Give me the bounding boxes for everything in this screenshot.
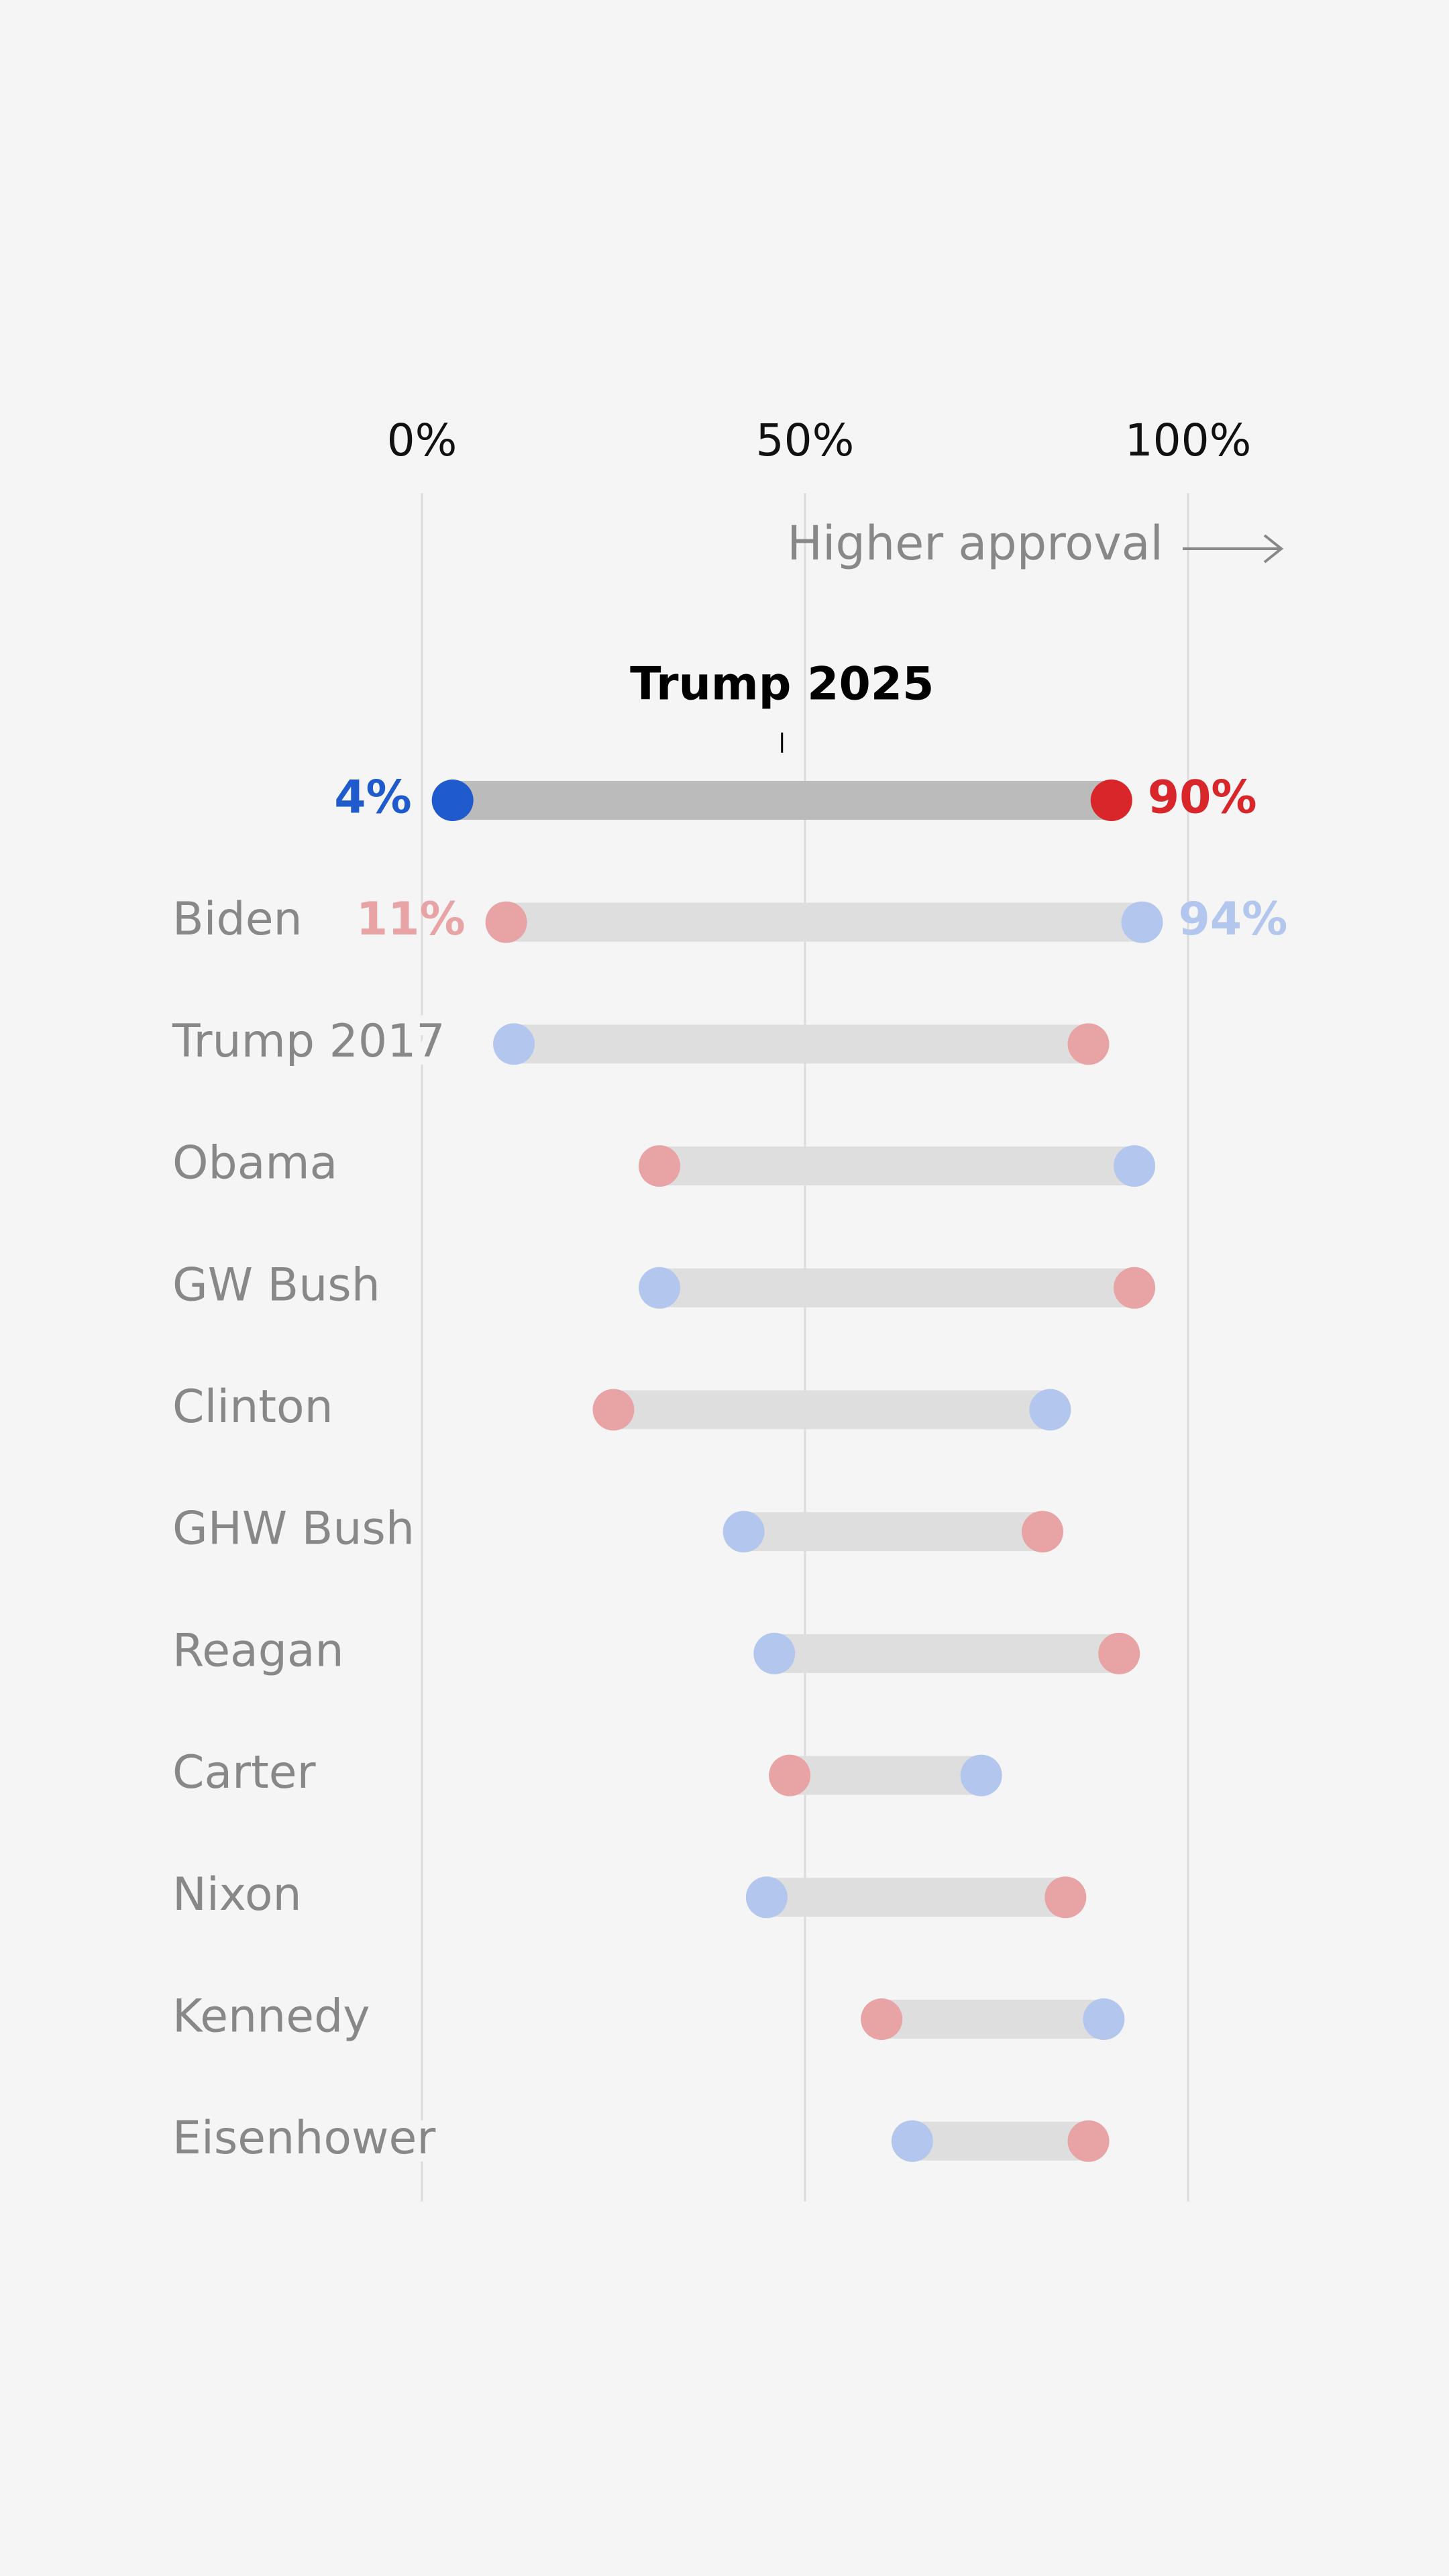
value-label: 4%	[334, 771, 411, 824]
value-label: 94%	[1178, 893, 1287, 946]
range-bar	[881, 2000, 1104, 2039]
dot	[1067, 2120, 1110, 2162]
dot	[1067, 1023, 1110, 1065]
category-label: Carter	[172, 1746, 316, 1799]
range-bar	[790, 1756, 981, 1795]
dot	[431, 780, 474, 821]
highlight-label: Trump 2025	[630, 658, 934, 711]
range-bar	[659, 1146, 1135, 1186]
arrow	[1183, 534, 1284, 564]
range-bar	[659, 1268, 1135, 1307]
dot	[1044, 1876, 1087, 1919]
category-label: GW Bush	[172, 1258, 380, 1311]
category-label: Clinton	[172, 1381, 333, 1434]
category-label: Biden	[172, 893, 303, 946]
range-bar	[774, 1633, 1120, 1673]
dot	[639, 1145, 681, 1187]
dot	[639, 1267, 681, 1309]
category-label: GHW Bush	[172, 1503, 415, 1556]
dot	[1114, 1145, 1156, 1187]
x-tick-label: 50%	[756, 415, 855, 466]
range-bar	[766, 1878, 1066, 1917]
range-bar	[506, 902, 1142, 942]
dot	[1083, 1998, 1125, 2040]
dot	[1121, 901, 1163, 943]
dot	[769, 1754, 811, 1796]
dot	[1114, 1267, 1156, 1309]
x-tick-label: 0%	[387, 415, 458, 466]
dot	[891, 2120, 933, 2162]
range-bar	[452, 781, 1112, 820]
category-label: Obama	[172, 1137, 337, 1190]
value-label: 90%	[1148, 771, 1257, 824]
category-label: Reagan	[172, 1624, 344, 1677]
dot	[1029, 1389, 1071, 1431]
dot	[753, 1632, 796, 1674]
category-label: Eisenhower	[172, 2112, 435, 2165]
annotation: Higher approval	[787, 516, 1163, 571]
dot	[485, 901, 527, 943]
range-bar	[912, 2121, 1089, 2161]
dot	[861, 1998, 903, 2040]
dot	[1098, 1632, 1140, 1674]
grid: 0% 50% 100%	[387, 415, 1252, 2202]
dot	[960, 1754, 1002, 1796]
dot	[1022, 1511, 1064, 1553]
category-label: Nixon	[172, 1868, 302, 1921]
range-bar	[613, 1390, 1051, 1430]
value-label: 11%	[356, 893, 466, 946]
dot	[1090, 780, 1132, 821]
dot	[592, 1389, 635, 1431]
dot	[722, 1511, 765, 1553]
range-bar	[743, 1512, 1043, 1552]
category-label: Trump 2017	[172, 1015, 445, 1068]
range-bar	[514, 1024, 1089, 1064]
category-label: Kennedy	[172, 1990, 370, 2043]
marks: Trump 2025 4% 90% Biden 94% 11% Trump 2017 Obam…	[164, 658, 1287, 2174]
dot	[493, 1023, 535, 1065]
x-tick-label: 100%	[1125, 415, 1252, 466]
dot	[745, 1876, 788, 1919]
